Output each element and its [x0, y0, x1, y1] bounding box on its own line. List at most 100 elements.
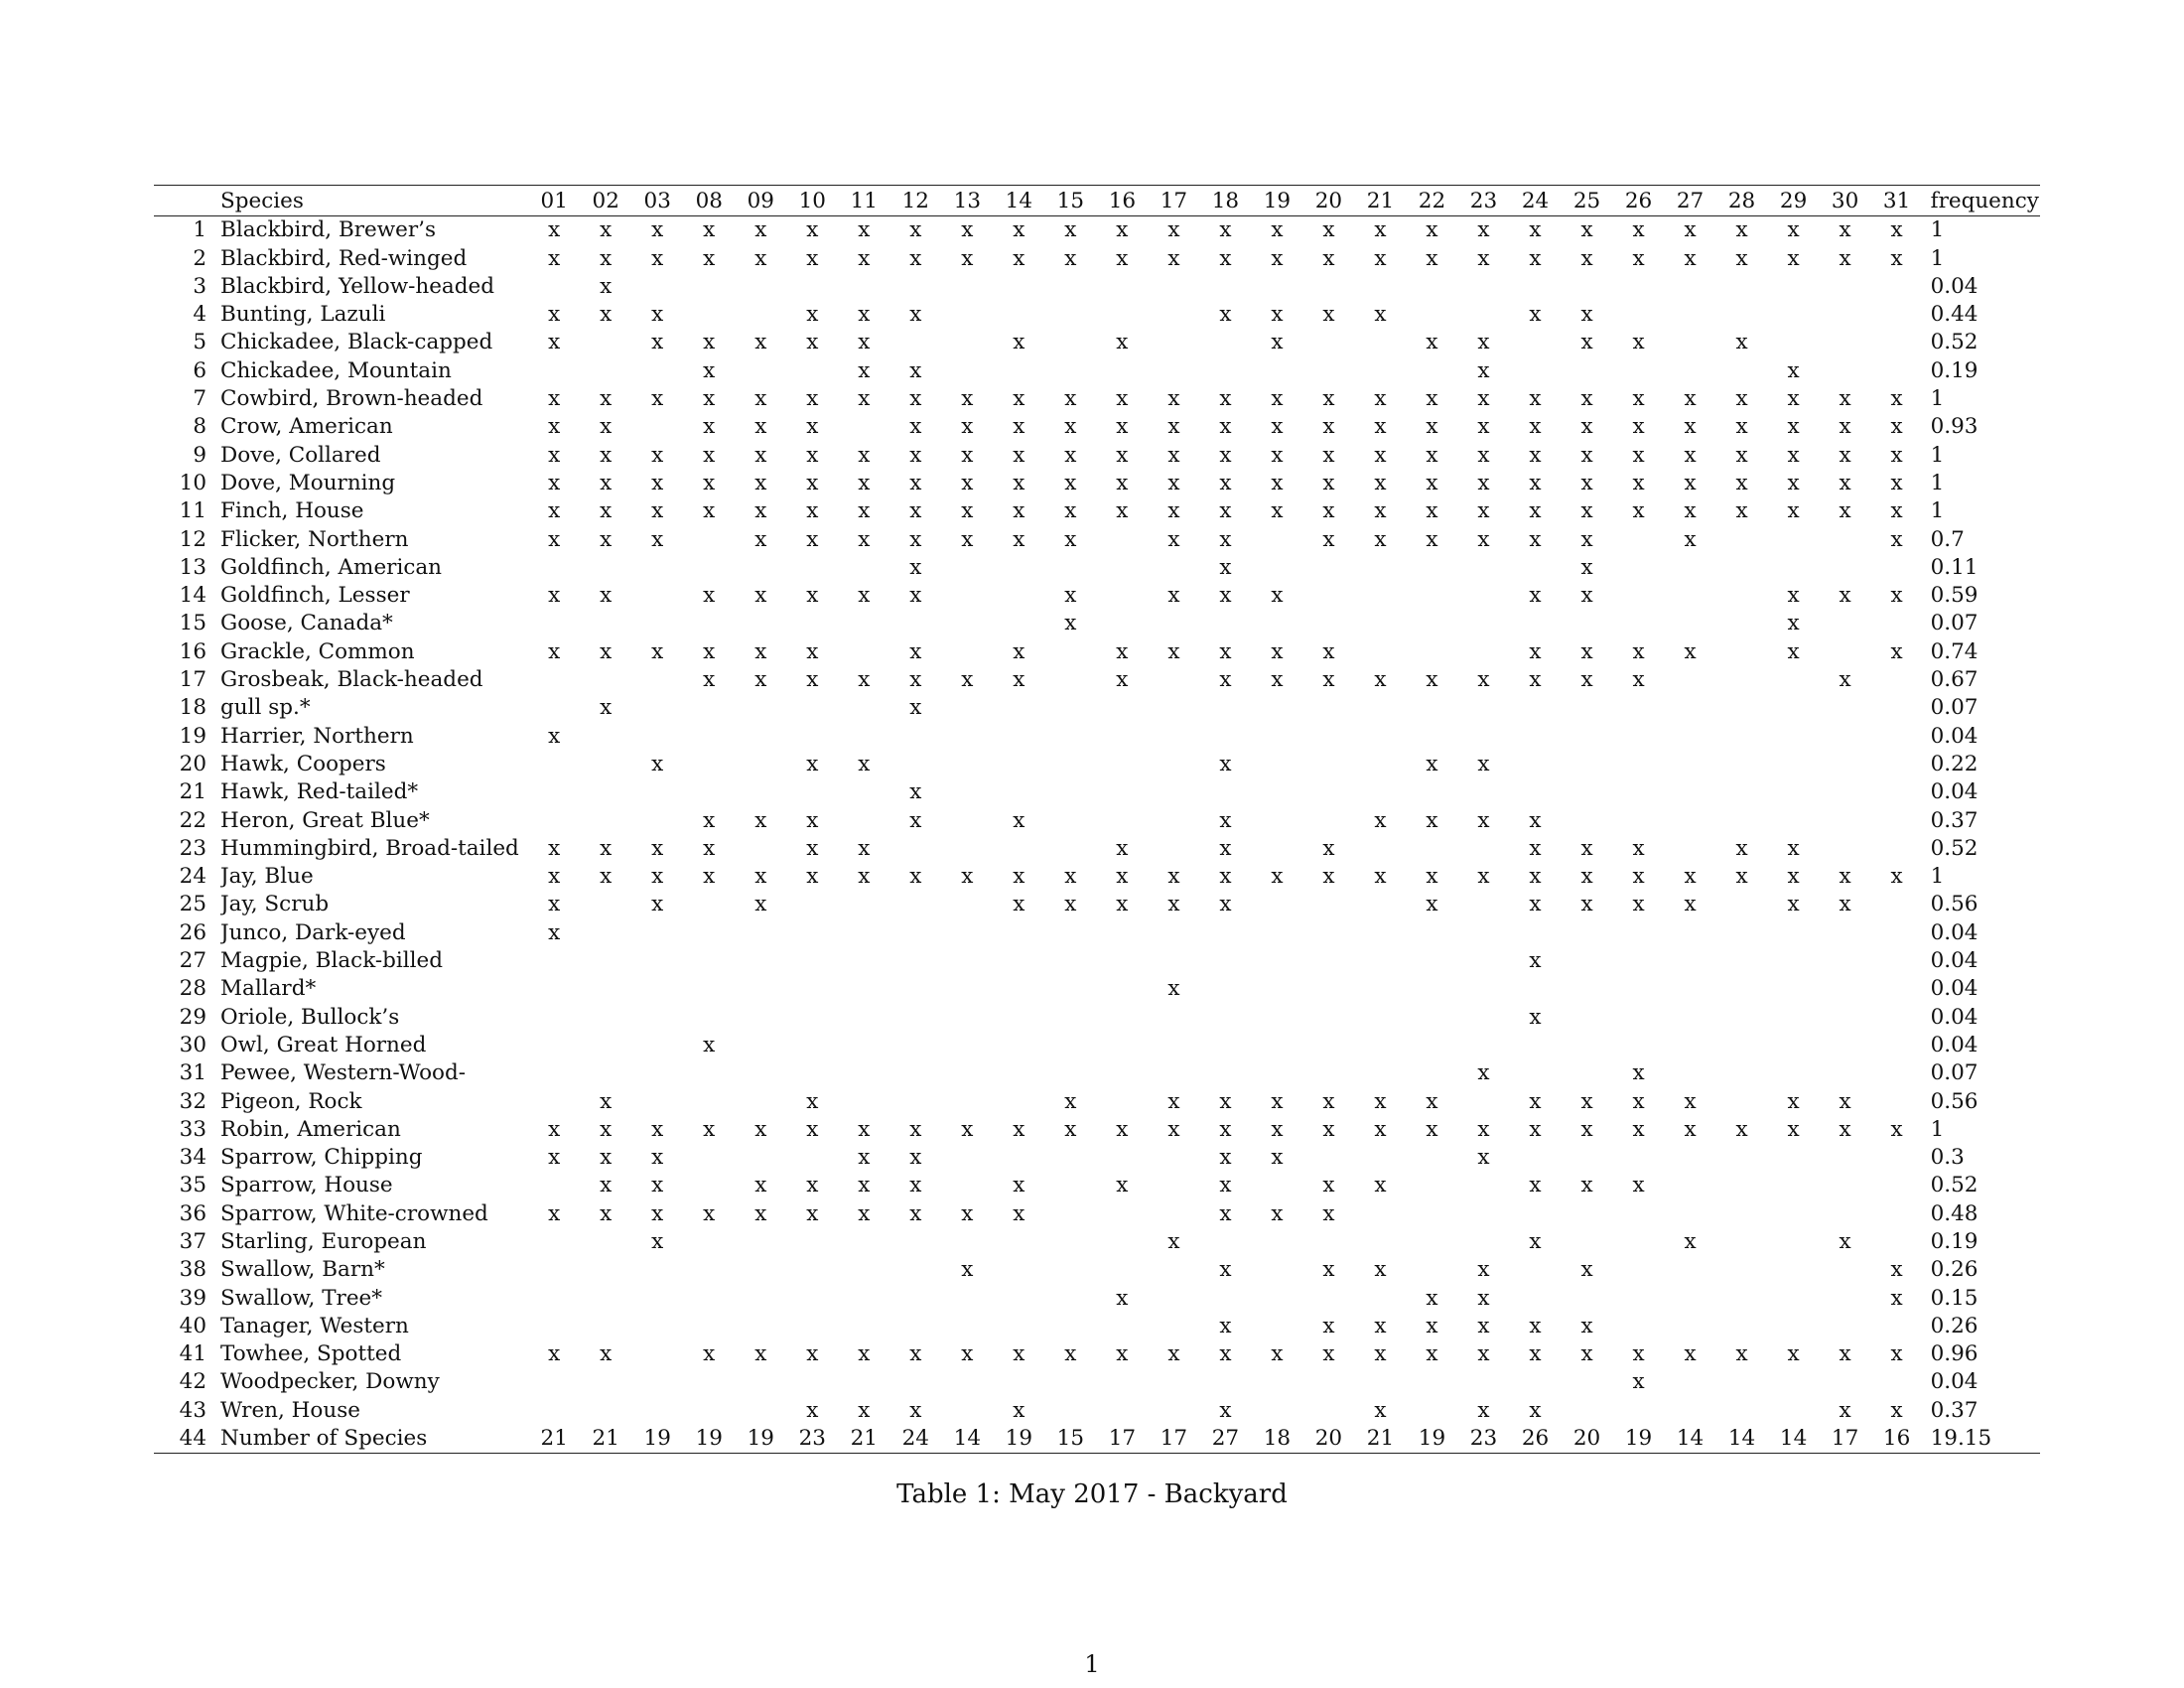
sighting-cell — [1044, 329, 1096, 356]
sighting-cell — [1199, 975, 1251, 1003]
sighting-cell — [1562, 1368, 1613, 1396]
totals-row: 44 Number of Species 21 21 19 19 19 23 21 24 14 19 1… — [154, 1425, 2040, 1454]
species-count: 19 — [1005, 1426, 1033, 1452]
row-number: 28 — [179, 976, 207, 1002]
sighting-cell — [1148, 1172, 1199, 1199]
sighting-cell: x — [1890, 442, 1903, 468]
sighting-cell: x — [600, 864, 613, 890]
sighting-cell: x — [1529, 807, 1542, 833]
frequency-value: 0.56 — [1930, 892, 1979, 917]
table-row: 10 Dove, Mourning x x x x x x x x x x x x x x x x x x x x x x x x… — [154, 470, 2040, 497]
sighting-cell — [1251, 1228, 1302, 1256]
sighting-cell: x — [1167, 1228, 1180, 1254]
sighting-cell — [1148, 1004, 1199, 1032]
sighting-cell: x — [1064, 611, 1077, 636]
sighting-cell: x — [1684, 217, 1697, 243]
sighting-cell — [1302, 1228, 1354, 1256]
sighting-cell — [1613, 1200, 1665, 1228]
sighting-cell: x — [1167, 470, 1180, 495]
header-day: 18 — [1211, 189, 1240, 213]
header-day: 21 — [1366, 189, 1395, 213]
sighting-cell — [735, 1144, 786, 1172]
sighting-cell — [1354, 1004, 1406, 1032]
sighting-cell: x — [1219, 302, 1232, 328]
sighting-cell — [1148, 723, 1199, 751]
sighting-cell: x — [1322, 386, 1335, 412]
sighting-cell: x — [1013, 1200, 1025, 1226]
sighting-cell: x — [651, 302, 664, 328]
sighting-cell: x — [858, 1397, 871, 1423]
sighting-cell: x — [1632, 498, 1645, 524]
sighting-cell — [838, 919, 889, 947]
sighting-cell: x — [1684, 1088, 1697, 1114]
sighting-cell — [786, 975, 838, 1003]
sighting-cell — [1251, 1032, 1302, 1059]
sighting-cell: x — [1426, 1341, 1438, 1367]
sighting-cell — [1251, 975, 1302, 1003]
row-number: 16 — [179, 638, 207, 664]
sighting-cell — [1251, 1285, 1302, 1313]
sighting-cell: x — [754, 1200, 767, 1226]
sighting-cell — [1251, 1313, 1302, 1340]
sighting-cell — [1354, 1200, 1406, 1228]
sighting-cell: x — [600, 526, 613, 552]
sighting-cell — [786, 1368, 838, 1396]
sighting-cell: x — [703, 667, 716, 693]
sighting-cell — [631, 666, 683, 694]
sighting-cell — [1562, 1144, 1613, 1172]
species-name: Chickadee, Mountain — [220, 357, 452, 383]
sighting-cell: x — [548, 1200, 561, 1226]
sighting-cell — [1613, 582, 1665, 610]
sighting-cell — [1044, 1200, 1096, 1228]
sighting-cell — [1199, 1004, 1251, 1032]
sighting-cell — [941, 273, 993, 301]
header-day: 25 — [1572, 189, 1601, 213]
sighting-cell — [683, 1285, 735, 1313]
sighting-cell — [1509, 1200, 1561, 1228]
sighting-cell: x — [1013, 526, 1025, 552]
sighting-cell: x — [961, 386, 974, 412]
sighting-cell: x — [703, 470, 716, 495]
sighting-cell — [683, 1059, 735, 1087]
sighting-cell — [786, 1256, 838, 1284]
sighting-cell — [1665, 582, 1716, 610]
sighting-cell — [1406, 610, 1457, 637]
species-count: 19 — [1418, 1426, 1446, 1452]
header-day: 11 — [850, 189, 878, 213]
sighting-cell: x — [1787, 1341, 1800, 1367]
sighting-cell — [1871, 1313, 1923, 1340]
sighting-cell: x — [651, 245, 664, 271]
species-name: Grosbeak, Black-headed — [220, 667, 483, 693]
sighting-cell — [786, 947, 838, 975]
sighting-cell: x — [909, 526, 922, 552]
sighting-cell — [735, 1368, 786, 1396]
sighting-cell: x — [1529, 864, 1542, 890]
sighting-cell: x — [1890, 217, 1903, 243]
sighting-cell — [1096, 947, 1148, 975]
species-name: Pewee, Western-Wood- — [220, 1060, 467, 1086]
sighting-cell — [838, 778, 889, 806]
sighting-cell — [1354, 273, 1406, 301]
sighting-cell: x — [1529, 470, 1542, 495]
frequency-value: 0.74 — [1930, 638, 1979, 664]
sighting-cell — [1096, 526, 1148, 554]
row-number: 36 — [179, 1200, 207, 1226]
sighting-cell — [941, 1368, 993, 1396]
sighting-cell: x — [548, 526, 561, 552]
header-day: 10 — [798, 189, 826, 213]
sighting-cell — [1768, 273, 1820, 301]
sighting-cell: x — [1477, 330, 1490, 355]
species-count: 19 — [695, 1426, 723, 1452]
sighting-cell — [1509, 329, 1561, 356]
sighting-cell — [1302, 329, 1354, 356]
sighting-cell — [1354, 694, 1406, 722]
sighting-cell: x — [1839, 414, 1851, 440]
sighting-cell — [580, 666, 631, 694]
sighting-cell: x — [1529, 1341, 1542, 1367]
sighting-cell — [1148, 1368, 1199, 1396]
sighting-cell: x — [1271, 864, 1284, 890]
table-row: 42 Woodpecker, Downy x 0.04 — [154, 1368, 2040, 1396]
sighting-cell: x — [600, 1173, 613, 1198]
sighting-cell — [1768, 1313, 1820, 1340]
sighting-cell — [889, 1059, 941, 1087]
